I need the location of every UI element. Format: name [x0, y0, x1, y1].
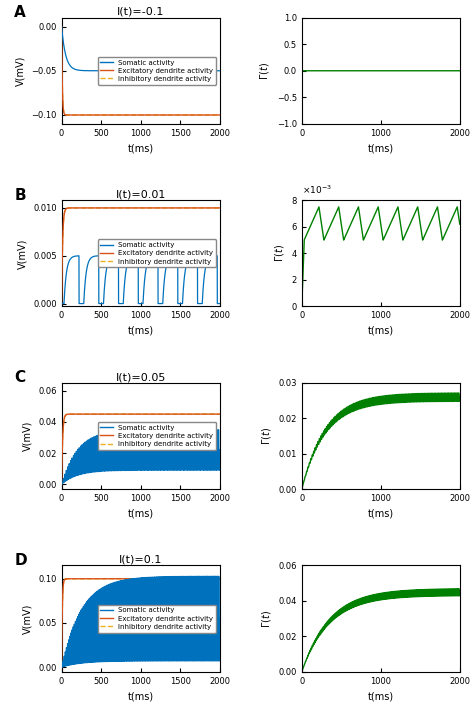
- X-axis label: t(ms): t(ms): [128, 508, 154, 518]
- X-axis label: t(ms): t(ms): [368, 508, 394, 518]
- Title: I(t)=-0.1: I(t)=-0.1: [117, 7, 164, 17]
- Title: I(t)=0.01: I(t)=0.01: [116, 189, 166, 199]
- Y-axis label: $\Gamma(t)$: $\Gamma(t)$: [258, 62, 271, 80]
- X-axis label: t(ms): t(ms): [368, 144, 394, 153]
- X-axis label: t(ms): t(ms): [128, 326, 154, 336]
- Text: A: A: [14, 5, 26, 20]
- Y-axis label: V(mV): V(mV): [16, 56, 26, 86]
- X-axis label: t(ms): t(ms): [368, 326, 394, 336]
- Y-axis label: V(mV): V(mV): [23, 421, 33, 451]
- Y-axis label: $\Gamma(t)$: $\Gamma(t)$: [260, 427, 273, 445]
- Title: I(t)=0.05: I(t)=0.05: [116, 372, 166, 382]
- Text: C: C: [14, 370, 25, 385]
- X-axis label: t(ms): t(ms): [368, 691, 394, 701]
- Y-axis label: V(mV): V(mV): [18, 238, 27, 269]
- Y-axis label: $\Gamma(t)$: $\Gamma(t)$: [260, 609, 273, 628]
- X-axis label: t(ms): t(ms): [128, 144, 154, 153]
- Legend: Somatic activity, Excitatory dendrite activity, Inhibitory dendrite activity: Somatic activity, Excitatory dendrite ac…: [98, 240, 216, 267]
- Legend: Somatic activity, Excitatory dendrite activity, Inhibitory dendrite activity: Somatic activity, Excitatory dendrite ac…: [98, 604, 216, 633]
- Text: D: D: [14, 553, 27, 568]
- X-axis label: t(ms): t(ms): [128, 691, 154, 701]
- Legend: Somatic activity, Excitatory dendrite activity, Inhibitory dendrite activity: Somatic activity, Excitatory dendrite ac…: [98, 57, 216, 85]
- Title: I(t)=0.1: I(t)=0.1: [119, 555, 162, 565]
- Text: B: B: [14, 187, 26, 202]
- Y-axis label: $\Gamma(t)$: $\Gamma(t)$: [273, 245, 286, 262]
- Text: $\times10^{-3}$: $\times10^{-3}$: [302, 184, 332, 196]
- Y-axis label: V(mV): V(mV): [23, 603, 33, 633]
- Legend: Somatic activity, Excitatory dendrite activity, Inhibitory dendrite activity: Somatic activity, Excitatory dendrite ac…: [98, 422, 216, 450]
